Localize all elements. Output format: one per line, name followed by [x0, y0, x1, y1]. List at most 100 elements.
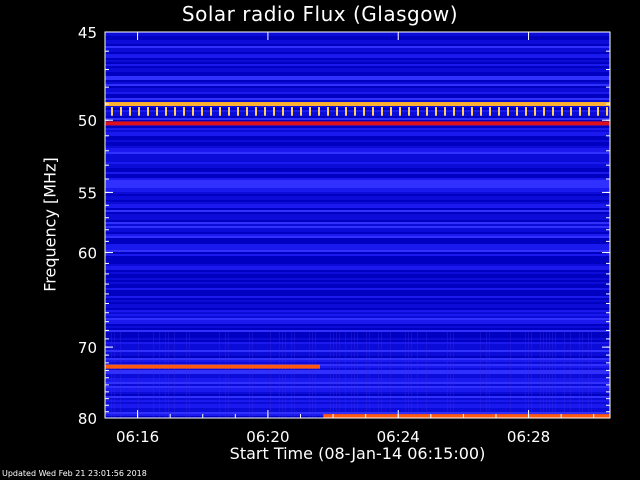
spike-mark	[264, 107, 266, 116]
spike-mark	[255, 107, 257, 116]
background-band	[105, 38, 610, 40]
background-band	[105, 338, 610, 340]
background-band	[105, 236, 610, 238]
background-band	[105, 302, 610, 304]
background-band	[105, 154, 610, 156]
background-streak	[408, 330, 409, 418]
background-streak	[549, 330, 550, 418]
spike-mark	[318, 107, 320, 116]
y-tick-label: 55	[78, 184, 97, 202]
background-band	[105, 370, 610, 372]
background-band	[105, 238, 610, 240]
spike-mark	[534, 107, 536, 116]
background-streak	[540, 330, 541, 418]
spike-mark	[201, 107, 203, 116]
background-band	[105, 304, 610, 306]
background-band	[105, 188, 610, 190]
background-band	[105, 40, 610, 42]
background-band	[105, 60, 610, 62]
background-band	[105, 108, 610, 110]
background-streak	[279, 330, 280, 418]
background-streak	[309, 330, 310, 418]
background-streak	[381, 330, 382, 418]
background-band	[105, 84, 610, 86]
spike-mark	[561, 107, 563, 116]
background-streak	[339, 330, 340, 418]
background-band	[105, 150, 610, 152]
spike-mark	[219, 107, 221, 116]
background-band	[105, 294, 610, 296]
background-band	[105, 368, 610, 370]
y-axis-label: Frequency [MHz]	[40, 157, 60, 292]
background-band	[105, 356, 610, 358]
background-band	[105, 340, 610, 342]
background-band	[105, 244, 610, 246]
spike-mark	[291, 107, 293, 116]
background-streak	[480, 330, 481, 418]
spike-mark	[156, 107, 158, 116]
background-streak	[531, 330, 532, 418]
background-band	[105, 88, 610, 90]
background-band	[105, 212, 610, 214]
background-band	[105, 174, 610, 176]
background-band	[105, 376, 610, 378]
background-streak	[528, 330, 529, 418]
background-band	[105, 388, 610, 390]
spike-mark	[588, 107, 590, 116]
updated-timestamp: Updated Wed Feb 21 23:01:56 2018	[2, 469, 147, 478]
background-band	[105, 176, 610, 178]
interference-band-2	[105, 364, 321, 369]
background-streak	[453, 330, 454, 418]
background-band	[105, 300, 610, 302]
background-band	[105, 346, 610, 348]
spike-mark	[300, 107, 302, 116]
spike-mark	[210, 107, 212, 116]
background-band	[105, 126, 610, 128]
background-streak	[153, 330, 154, 418]
background-band	[105, 270, 610, 272]
background-band	[105, 322, 610, 324]
spike-mark	[462, 107, 464, 116]
spike-mark	[381, 107, 383, 116]
background-band	[105, 364, 610, 366]
background-streak	[228, 330, 229, 418]
background-streak	[552, 330, 553, 418]
background-band	[105, 200, 610, 202]
background-streak	[225, 330, 226, 418]
background-band	[105, 208, 610, 210]
background-band	[105, 100, 610, 102]
spike-mark	[327, 107, 329, 116]
background-band	[105, 58, 610, 60]
background-band	[105, 172, 610, 174]
spike-mark	[174, 107, 176, 116]
background-band	[105, 190, 610, 192]
spike-mark	[192, 107, 194, 116]
background-band	[105, 344, 610, 346]
background-band	[105, 298, 610, 300]
background-band	[105, 290, 610, 292]
spike-mark	[471, 107, 473, 116]
background-band	[105, 68, 610, 70]
background-band	[105, 318, 610, 320]
spike-mark	[354, 107, 356, 116]
background-streak	[591, 330, 592, 418]
background-band	[105, 272, 610, 274]
spike-mark	[336, 107, 338, 116]
background-band	[105, 82, 610, 84]
background-band	[105, 374, 610, 376]
background-band	[105, 412, 610, 414]
background-band	[105, 50, 610, 52]
background-band	[105, 148, 610, 150]
background-band	[105, 268, 610, 270]
background-band	[105, 142, 610, 144]
y-axis-ticks: 45 50 55 60 70 80	[78, 24, 610, 428]
background-band	[105, 202, 610, 204]
background-streak	[168, 330, 169, 418]
background-band	[105, 296, 610, 298]
background-streak	[330, 330, 331, 418]
background-streak	[489, 330, 490, 418]
background-band	[105, 170, 610, 172]
background-band	[105, 306, 610, 308]
background-band	[105, 256, 610, 258]
